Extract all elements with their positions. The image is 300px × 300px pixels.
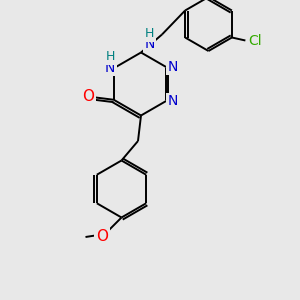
Text: N: N xyxy=(144,37,154,50)
Text: H: H xyxy=(105,50,115,63)
Text: N: N xyxy=(168,60,178,74)
Text: O: O xyxy=(96,229,108,244)
Text: N: N xyxy=(168,94,178,108)
Text: H: H xyxy=(145,27,154,40)
Text: N: N xyxy=(105,61,115,75)
Text: Cl: Cl xyxy=(248,34,262,48)
Text: O: O xyxy=(82,89,94,104)
